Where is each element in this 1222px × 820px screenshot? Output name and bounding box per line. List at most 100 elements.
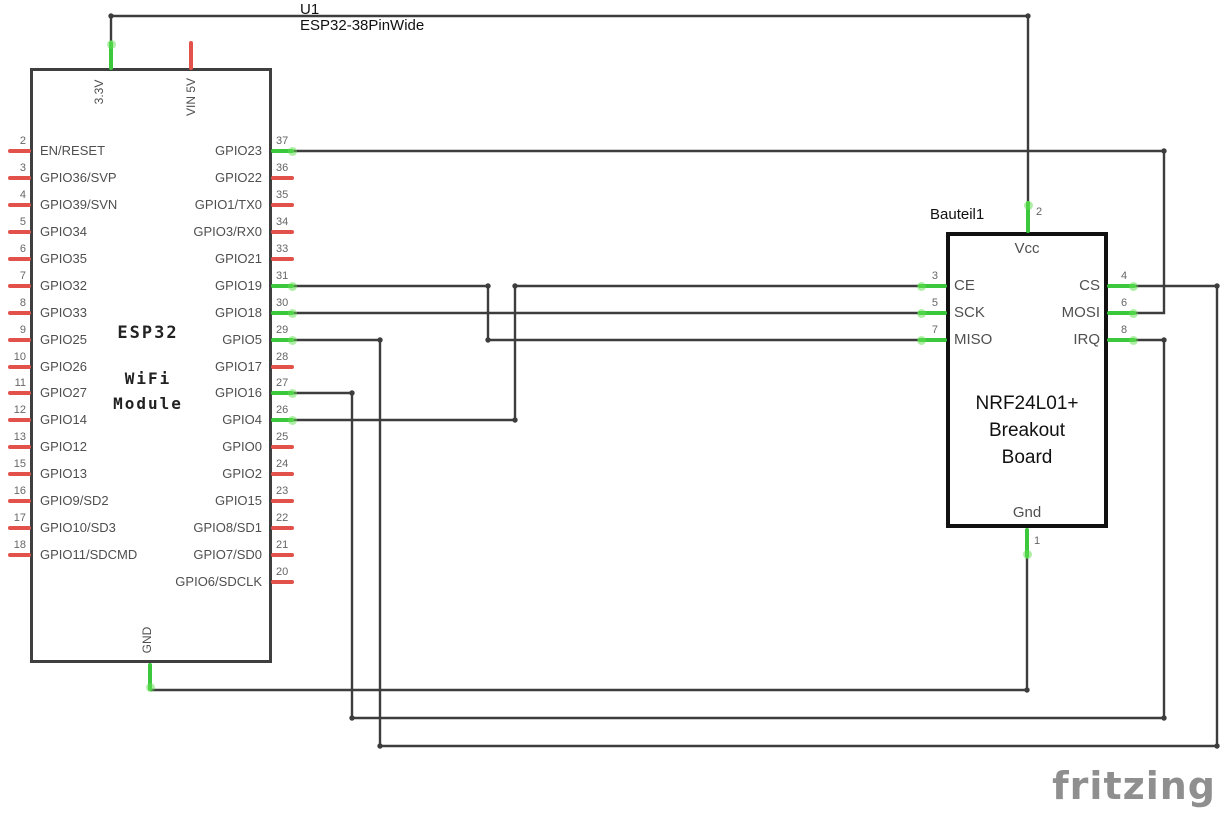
esp32-pin-gpio18-halo [287,308,297,318]
esp32-pin-gpio35[interactable] [8,257,31,261]
nrf24-pin-irq-label: IRQ [1073,331,1100,348]
esp32-pin-gpio7-sd0-label: GPIO7/SD0 [193,547,262,562]
nrf24-pin-cs[interactable] [1107,284,1136,288]
esp32-pin-gpio16-label: GPIO16 [215,385,262,400]
esp32-pin-gpio9-sd2[interactable] [8,499,31,503]
esp32-pin-gpio15[interactable] [271,499,294,503]
nrf24-pin-mosi[interactable] [1107,311,1136,315]
junction-dot [512,283,518,289]
junction-dot [485,337,491,343]
wire-gpio5-cs[interactable] [293,284,1219,748]
esp32-pin-gpio2[interactable] [271,472,294,476]
junction-dot [1161,715,1167,721]
esp32-pin-gpio21[interactable] [271,257,294,261]
esp32-pin-gpio25-label: GPIO25 [40,332,87,347]
esp32-pin-gpio34-number: 5 [19,216,26,228]
esp32-pin-gpio16-halo [287,388,297,398]
esp32-pin-gpio18[interactable] [271,311,294,315]
esp32-pin-gpio10-sd3[interactable] [8,526,31,530]
nrf24-component-body[interactable] [946,232,1108,528]
esp32-pin-vin5v[interactable] [189,41,193,70]
esp32-pin-gpio22-label: GPIO22 [215,170,262,185]
esp32-pin-gpio19[interactable] [271,284,294,288]
esp32-pin-gpio7-sd0[interactable] [271,553,294,557]
esp32-sub-label-line1: WiFi [124,369,172,388]
esp32-pin-gpio25[interactable] [8,338,31,342]
nrf24-title-line3: Board [1001,447,1053,468]
esp32-pin-gpio27[interactable] [8,391,31,395]
esp32-pin-gpio12-label: GPIO12 [40,439,87,454]
esp32-pin-gpio5[interactable] [271,338,294,342]
esp32-pin-en-reset[interactable] [8,149,31,153]
wire-gpio16-irq[interactable] [293,338,1166,720]
esp32-pin-gpio3-rx0-number: 34 [276,216,289,228]
esp32-pin-gpio26[interactable] [8,365,31,369]
esp32-pin-gpio32-label: GPIO32 [40,278,87,293]
nrf24-pin-vcc[interactable] [1026,201,1030,233]
esp32-pin-gpio3-rx0[interactable] [271,230,294,234]
wire-3v3-vcc[interactable] [109,14,1030,203]
nrf24-pin-irq[interactable] [1107,338,1136,342]
esp32-pin-gpio1-tx0[interactable] [271,203,294,207]
esp32-pin-gpio10-sd3-label: GPIO10/SD3 [40,520,116,535]
nrf24-pin-miso[interactable] [918,338,947,342]
wire-gpio23-mosi[interactable] [293,149,1166,315]
nrf24-pin-miso-number: 7 [931,324,938,336]
esp32-pin-gpio13-label: GPIO13 [40,466,87,481]
esp32-pin-gnd[interactable] [148,663,152,691]
nrf24-pin-mosi-halo [1128,308,1138,318]
esp32-pin-en-reset-label: EN/RESET [40,143,106,158]
nrf24-ref-designator: Bauteil1 [930,206,985,223]
esp32-pin-gpio14-label: GPIO14 [40,412,87,427]
esp32-pin-3v3-halo [106,39,116,49]
esp32-pin-gpio17[interactable] [271,365,294,369]
esp32-pin-gpio25-number: 9 [19,324,26,336]
esp32-pin-gpio8-sd1[interactable] [271,526,294,530]
junction-dot [349,390,355,396]
nrf24-pin-sck[interactable] [918,311,947,315]
esp32-pin-gpio23-label: GPIO23 [215,143,262,158]
wire-gpio4-ce[interactable] [293,284,919,422]
esp32-component-body[interactable] [30,68,272,663]
esp32-pin-gpio1-tx0-label: GPIO1/TX0 [194,197,262,212]
esp32-pin-gpio11-sdcmd[interactable] [8,553,31,557]
esp32-pin-gpio39-svn[interactable] [8,203,31,207]
esp32-pin-gpio0[interactable] [271,445,294,449]
nrf24-gnd-pin-number: 1 [1034,535,1041,547]
nrf24-pin-gnd-halo [1022,549,1032,559]
esp32-pin-gpio23-number: 37 [276,135,289,147]
nrf24-pin-ce[interactable] [918,284,947,288]
esp32-pin-gpio36-svp[interactable] [8,176,31,180]
nrf24-pin-vcc-halo [1023,200,1033,210]
junction-dot [377,743,383,749]
esp32-pin-gpio13-number: 15 [13,458,26,470]
esp32-pin-gpio22[interactable] [271,176,294,180]
esp32-pin-gpio13[interactable] [8,472,31,476]
esp32-pin-gpio12[interactable] [8,445,31,449]
esp32-pin-gpio33[interactable] [8,311,31,315]
esp32-pin-gpio14[interactable] [8,418,31,422]
esp32-pin-gpio35-number: 6 [19,243,26,255]
esp32-pin-gpio26-number: 10 [13,351,26,363]
esp32-chip-label: ESP32 [117,323,179,343]
esp32-pin-gpio34[interactable] [8,230,31,234]
esp32-pin-gpio16[interactable] [271,391,294,395]
esp32-pin-gnd-label: GND [140,626,154,654]
junction-dot [1214,283,1220,289]
esp32-pin-gpio9-sd2-label: GPIO9/SD2 [40,493,109,508]
esp32-pin-gnd-halo [145,682,155,692]
esp32-pin-gpio6-sdclk[interactable] [271,580,294,584]
esp32-pin-gpio4[interactable] [271,418,294,422]
esp32-ref-designator: U1 [300,1,320,18]
nrf24-pin-cs-halo [1128,281,1138,291]
esp32-pin-gpio32[interactable] [8,284,31,288]
esp32-pin-gpio23-halo [287,146,297,156]
nrf24-pin-gnd[interactable] [1025,528,1029,558]
esp32-pin-3v3-label: 3.3V [92,79,106,105]
esp32-pin-3v3[interactable] [109,41,113,70]
esp32-pin-gpio4-number: 26 [276,404,289,416]
nrf24-gnd-label: Gnd [1012,504,1042,521]
esp32-pin-gpio23[interactable] [271,149,294,153]
junction-dot [108,13,114,19]
esp32-pin-gpio2-label: GPIO2 [222,466,262,481]
